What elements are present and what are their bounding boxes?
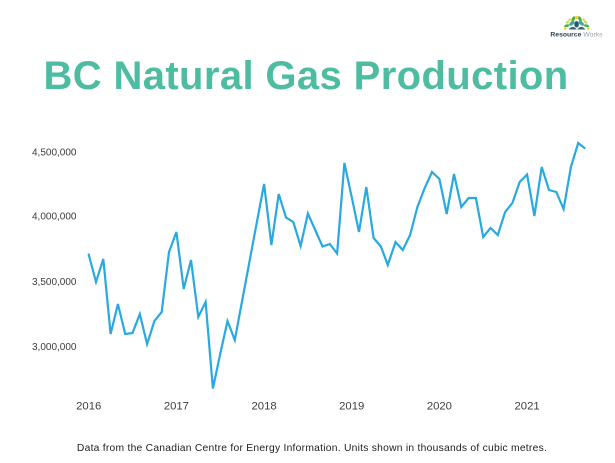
svg-text:Resource: Resource <box>550 31 581 38</box>
svg-text:2020: 2020 <box>427 401 452 413</box>
svg-text:Works: Works <box>583 31 603 38</box>
svg-text:2016: 2016 <box>76 401 101 413</box>
svg-text:2021: 2021 <box>515 401 540 413</box>
svg-text:4,000,000: 4,000,000 <box>32 212 77 223</box>
svg-text:2019: 2019 <box>339 401 364 413</box>
svg-text:3,000,000: 3,000,000 <box>32 342 77 353</box>
svg-text:4,500,000: 4,500,000 <box>32 147 77 158</box>
svg-text:2017: 2017 <box>164 401 189 413</box>
svg-text:2018: 2018 <box>252 401 277 413</box>
svg-text:3,500,000: 3,500,000 <box>32 277 77 288</box>
